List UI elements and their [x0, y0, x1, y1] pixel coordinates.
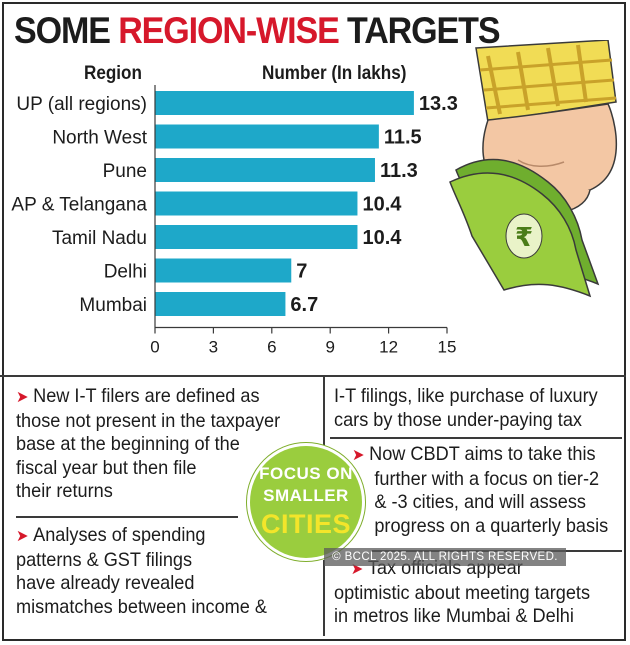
bar-3 — [155, 158, 375, 182]
note-analyses: ➤ Analyses of spending patterns & GST fil… — [16, 524, 267, 619]
focus-badge: FOCUS ON SMALLER CITIES — [250, 446, 362, 558]
chart-title: SOME REGION-WISE TARGETS — [14, 10, 501, 52]
bar-5 — [155, 225, 358, 249]
bar-1 — [155, 91, 414, 115]
value-label: 13.3 — [419, 93, 458, 115]
x-tick-label: 12 — [379, 338, 398, 357]
section-divider — [0, 375, 626, 377]
title-part-3: TARGETS — [347, 10, 500, 51]
x-tick-label: 3 — [209, 338, 218, 357]
x-tick-label: 0 — [150, 338, 159, 357]
value-label: 7 — [296, 261, 307, 283]
note-line: New I-T filers are defined as — [33, 385, 260, 407]
note-it-filings: I-T filings, like purchase of luxury car… — [334, 385, 598, 432]
bar-chart: UP (all regions) 13.3 North West 11.5 Pune 11… — [11, 85, 458, 357]
value-label: 6.7 — [290, 294, 318, 316]
category-label: North West — [52, 128, 147, 149]
note-line: base at the beginning of the — [16, 433, 240, 455]
bar-2 — [155, 124, 379, 149]
note-line: further with a focus on tier-2 — [374, 467, 600, 490]
x-tick-label: 9 — [325, 338, 334, 357]
note-line: have already revealed — [16, 572, 195, 594]
bar-6 — [155, 258, 292, 283]
column-divider-top — [323, 377, 325, 445]
note-line: progress on a quarterly basis — [374, 514, 609, 537]
copyright-watermark: © BCCL 2025. ALL RIGHTS RESERVED. — [324, 548, 566, 566]
note-line: Analyses of spending — [33, 524, 206, 546]
note-line: patterns & GST filings — [16, 548, 193, 571]
value-header: Number (In lakhs) — [262, 63, 407, 84]
badge-line-3: CITIES — [260, 509, 351, 539]
category-label: Mumbai — [79, 295, 147, 316]
note-tax-officials: ➤ Tax officials appear optimistic about m… — [334, 557, 590, 629]
x-tick-label: 6 — [267, 338, 276, 357]
note-line: & -3 cities, and will assess — [374, 491, 586, 513]
sleeve-illustration — [475, 40, 617, 123]
note-new-filers: ➤ New I-T filers are defined as those not… — [16, 385, 280, 504]
category-header: Region — [84, 63, 142, 84]
category-label: Delhi — [104, 262, 147, 283]
banknotes-illustration: ₹ — [449, 158, 600, 298]
category-label: Pune — [103, 161, 147, 182]
arrow-icon: ➤ — [352, 447, 365, 464]
category-label: AP & Telangana — [11, 195, 147, 216]
category-label: UP (all regions) — [16, 94, 147, 115]
rupee-icon: ₹ — [515, 223, 533, 253]
note-line: their returns — [16, 480, 113, 502]
category-label: Tamil Nadu — [52, 228, 147, 249]
note-divider-right-1 — [330, 437, 622, 439]
title-part-2: REGION-WISE — [118, 10, 340, 51]
arrow-icon: ➤ — [16, 528, 29, 545]
column-divider-bottom — [323, 560, 325, 636]
note-line: mismatches between income & — [16, 595, 267, 618]
note-line: those not present in the taxpayer — [16, 409, 281, 432]
title-part-1: SOME — [14, 10, 111, 51]
value-label: 10.4 — [362, 227, 402, 249]
value-label: 11.5 — [384, 127, 422, 149]
note-line: cars by those under-paying tax — [334, 408, 582, 431]
note-line: I-T filings, like purchase of luxury — [334, 385, 598, 407]
bar-7 — [155, 292, 286, 316]
badge-line-1: FOCUS ON — [259, 464, 353, 483]
note-divider-left — [16, 516, 238, 518]
value-label: 10.4 — [362, 194, 402, 216]
badge-line-2: SMALLER — [263, 486, 349, 505]
value-label: 11.3 — [380, 160, 418, 182]
x-tick-label: 15 — [438, 338, 457, 357]
note-line: fiscal year but then file — [16, 456, 197, 479]
note-line: optimistic about meeting targets — [334, 581, 591, 604]
note-line: Now CBDT aims to take this — [369, 443, 596, 465]
hand-holding-money-icon: ₹ — [449, 40, 618, 298]
bar-4 — [155, 191, 358, 216]
arrow-icon: ➤ — [16, 389, 29, 406]
note-cbdt: ➤ Now CBDT aims to take this further with… — [352, 443, 608, 538]
note-line: in metros like Mumbai & Delhi — [334, 605, 574, 627]
